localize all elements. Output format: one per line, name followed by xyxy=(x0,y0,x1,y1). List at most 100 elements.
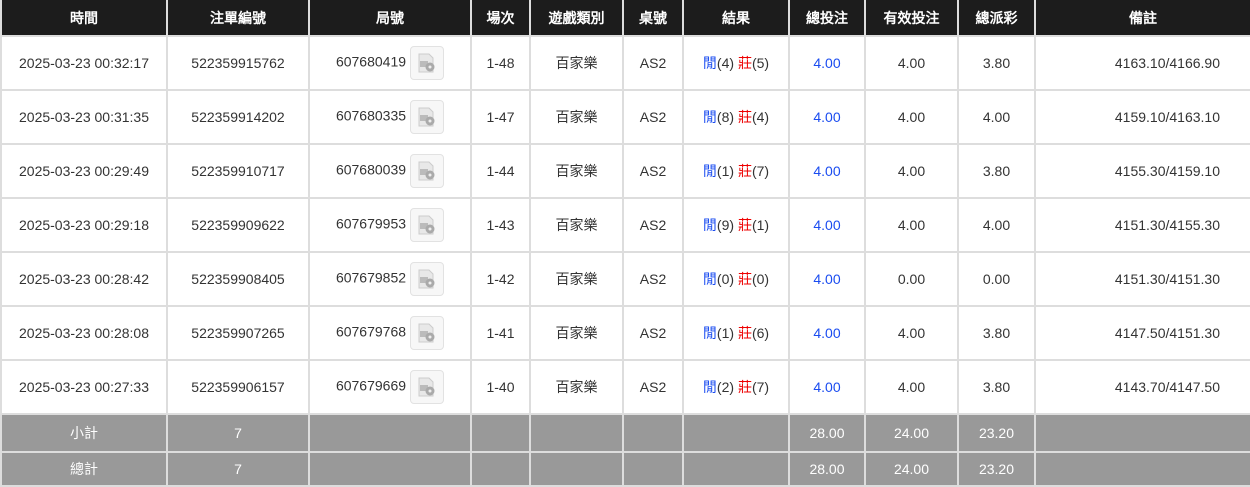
round-id: 607680039 xyxy=(335,161,407,178)
player-score: (0) xyxy=(716,271,735,287)
table-id: AS2 xyxy=(622,251,684,307)
bet-id: 522359907265 xyxy=(166,305,310,361)
total-bet[interactable]: 4.00 xyxy=(788,89,866,145)
banker-label: 莊 xyxy=(737,379,752,395)
column-header[interactable]: 有效投注 xyxy=(864,0,959,37)
header-row: 時間 注單編號 局號 場次 遊戲類別 桌號 結果 總投注 有效投注 總派彩 備註 xyxy=(0,0,1250,37)
subtotal-total: 28.00 xyxy=(788,413,866,453)
subtotal-label: 小計 xyxy=(0,413,168,453)
video-replay-icon[interactable] xyxy=(410,262,445,296)
table-id: AS2 xyxy=(622,197,684,253)
result: 閒(8) 莊(4) xyxy=(682,89,790,145)
time: 2025-03-23 00:29:18 xyxy=(0,197,168,253)
time: 2025-03-23 00:27:33 xyxy=(0,359,168,415)
round-cell: 607680335 xyxy=(308,89,472,145)
payout: 0.00 xyxy=(957,251,1036,307)
result: 閒(2) 莊(7) xyxy=(682,359,790,415)
banker-label: 莊 xyxy=(737,109,752,125)
column-header[interactable]: 時間 xyxy=(0,0,168,37)
payout: 3.80 xyxy=(957,35,1036,91)
grandtotal-total: 28.00 xyxy=(788,451,866,487)
video-replay-icon[interactable] xyxy=(410,46,445,80)
table-id: AS2 xyxy=(622,359,684,415)
game-type: 百家樂 xyxy=(529,305,624,361)
empty-cell xyxy=(622,413,684,453)
empty-cell xyxy=(308,413,472,453)
result: 閒(1) 莊(7) xyxy=(682,143,790,199)
round-cell: 607679669 xyxy=(308,359,472,415)
time: 2025-03-23 00:32:17 xyxy=(0,35,168,91)
payout: 4.00 xyxy=(957,197,1036,253)
shoe: 1-48 xyxy=(470,35,531,91)
grandtotal-label: 總計 xyxy=(0,451,168,487)
shoe: 1-40 xyxy=(470,359,531,415)
note: 4151.30/4155.30 xyxy=(1034,197,1250,253)
player-label: 閒 xyxy=(702,325,717,341)
valid-bet: 4.00 xyxy=(864,89,959,145)
round-id: 607679852 xyxy=(335,269,407,286)
subtotal-count: 7 xyxy=(166,413,310,453)
banker-score: (0) xyxy=(751,271,770,287)
player-score: (1) xyxy=(716,163,735,179)
grandtotal-valid: 24.00 xyxy=(864,451,959,487)
table-row: 2025-03-23 00:28:42 522359908405 6076798… xyxy=(0,251,1250,307)
video-replay-icon[interactable] xyxy=(410,100,445,134)
empty-cell xyxy=(1034,413,1250,453)
player-score: (2) xyxy=(716,379,735,395)
bet-id: 522359915762 xyxy=(166,35,310,91)
column-header[interactable]: 總投注 xyxy=(788,0,866,37)
note: 4143.70/4147.50 xyxy=(1034,359,1250,415)
column-header[interactable]: 桌號 xyxy=(622,0,684,37)
shoe: 1-47 xyxy=(470,89,531,145)
column-header[interactable]: 總派彩 xyxy=(957,0,1036,37)
column-header[interactable]: 局號 xyxy=(308,0,472,37)
column-header[interactable]: 結果 xyxy=(682,0,790,37)
valid-bet: 4.00 xyxy=(864,305,959,361)
column-header[interactable]: 注單編號 xyxy=(166,0,310,37)
banker-label: 莊 xyxy=(737,271,752,287)
total-bet[interactable]: 4.00 xyxy=(788,359,866,415)
video-replay-icon[interactable] xyxy=(410,154,445,188)
player-score: (1) xyxy=(716,325,735,341)
note: 4147.50/4151.30 xyxy=(1034,305,1250,361)
shoe: 1-44 xyxy=(470,143,531,199)
round-id: 607679768 xyxy=(335,323,407,340)
payout: 3.80 xyxy=(957,359,1036,415)
payout: 4.00 xyxy=(957,89,1036,145)
note: 4155.30/4159.10 xyxy=(1034,143,1250,199)
empty-cell xyxy=(682,413,790,453)
empty-cell xyxy=(470,413,531,453)
table-row: 2025-03-23 00:29:18 522359909622 6076799… xyxy=(0,197,1250,253)
table-row: 2025-03-23 00:29:49 522359910717 6076800… xyxy=(0,143,1250,199)
player-score: (8) xyxy=(716,109,735,125)
column-header[interactable]: 遊戲類別 xyxy=(529,0,624,37)
total-bet[interactable]: 4.00 xyxy=(788,251,866,307)
total-bet[interactable]: 4.00 xyxy=(788,143,866,199)
round-cell: 607679852 xyxy=(308,251,472,307)
column-header[interactable]: 場次 xyxy=(470,0,531,37)
result: 閒(1) 莊(6) xyxy=(682,305,790,361)
round-id: 607680335 xyxy=(335,107,407,124)
empty-cell xyxy=(529,451,624,487)
result: 閒(9) 莊(1) xyxy=(682,197,790,253)
subtotal-row: 小計 7 28.00 24.00 23.20 xyxy=(0,413,1250,453)
total-bet[interactable]: 4.00 xyxy=(788,35,866,91)
banker-score: (6) xyxy=(751,325,770,341)
result: 閒(0) 莊(0) xyxy=(682,251,790,307)
empty-cell xyxy=(682,451,790,487)
time: 2025-03-23 00:28:08 xyxy=(0,305,168,361)
total-bet[interactable]: 4.00 xyxy=(788,197,866,253)
total-bet[interactable]: 4.00 xyxy=(788,305,866,361)
note: 4163.10/4166.90 xyxy=(1034,35,1250,91)
video-replay-icon[interactable] xyxy=(410,370,445,404)
column-header[interactable]: 備註 xyxy=(1034,0,1250,37)
video-replay-icon[interactable] xyxy=(410,208,445,242)
round-cell: 607680419 xyxy=(308,35,472,91)
valid-bet: 4.00 xyxy=(864,35,959,91)
video-replay-icon[interactable] xyxy=(410,316,445,350)
grandtotal-payout: 23.20 xyxy=(957,451,1036,487)
round-cell: 607679768 xyxy=(308,305,472,361)
player-label: 閒 xyxy=(702,109,717,125)
valid-bet: 0.00 xyxy=(864,251,959,307)
